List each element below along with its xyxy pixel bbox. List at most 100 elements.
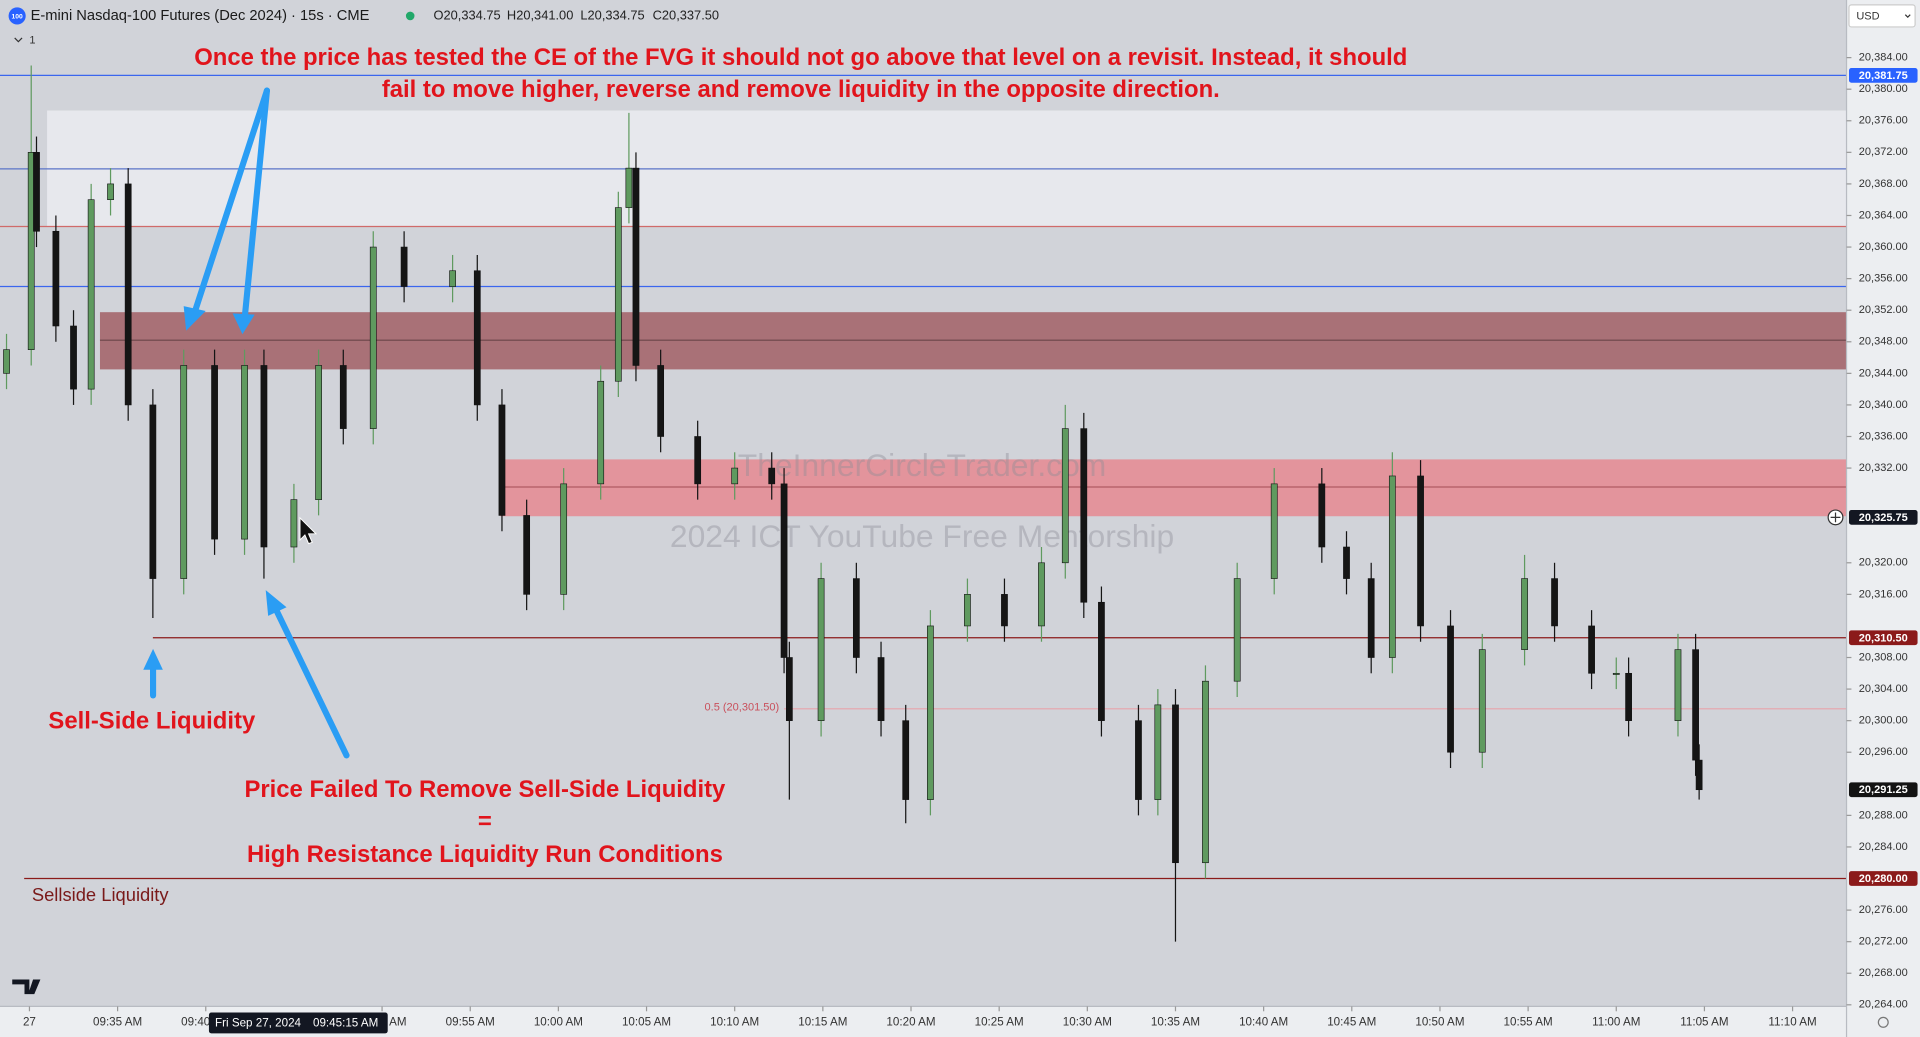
y-tick-label: 20,380.00: [1859, 83, 1908, 95]
candle-body: [694, 436, 702, 485]
candle-body: [902, 720, 910, 800]
fib-label: 0.5 (20,301.50): [705, 701, 780, 713]
y-tick-label: 20,272.00: [1859, 936, 1908, 948]
candle-body: [369, 246, 377, 429]
candle-body: [632, 167, 640, 366]
candle-body: [498, 404, 506, 516]
price-label: 20,280.00: [1859, 873, 1908, 885]
candle-body: [1080, 428, 1088, 603]
symbol-title[interactable]: E-mini Nasdaq-100 Futures (Dec 2024) · 1…: [31, 8, 370, 24]
y-tick-label: 20,284.00: [1859, 841, 1908, 853]
candle-body: [1061, 428, 1069, 564]
candle-body: [657, 365, 665, 437]
x-tick-label: 11:00 AM: [1592, 1015, 1640, 1028]
ohlc-open: O20,334.75: [433, 7, 500, 22]
y-tick-label: 20,356.00: [1859, 273, 1908, 285]
ohlc-high: H20,341.00: [507, 7, 573, 22]
x-tick-label: 10:15 AM: [798, 1015, 847, 1028]
candle-body: [33, 152, 40, 232]
ohlc-low: L20,334.75: [580, 7, 644, 22]
candle-body: [1417, 475, 1424, 627]
candle-body: [731, 467, 739, 485]
arrows: [143, 87, 350, 759]
y-tick-label: 20,296.00: [1859, 746, 1908, 758]
candle-body: [260, 365, 268, 548]
candle-body: [614, 207, 622, 382]
currency-select[interactable]: [1848, 4, 1916, 28]
candle-body: [315, 365, 322, 500]
ohlc-close: C20,337.50: [653, 7, 719, 22]
x-tick-label: 10:20 AM: [886, 1015, 935, 1028]
candle-body: [1388, 475, 1396, 658]
x-tick-label: 10:50 AM: [1415, 1015, 1464, 1028]
annotation: Once the price has tested the CE of the …: [194, 44, 1407, 71]
price-label: 20,310.50: [1859, 632, 1908, 644]
price-label: 20,291.25: [1859, 784, 1908, 796]
y-tick-label: 20,372.00: [1859, 146, 1908, 158]
collapse-chevron[interactable]: [14, 37, 23, 43]
candle-body: [1367, 578, 1375, 658]
price-label: 20,381.75: [1859, 70, 1908, 82]
annotation: Price Failed To Remove Sell-Side Liquidi…: [244, 776, 726, 803]
candle-body: [768, 467, 776, 485]
candle-body: [400, 246, 408, 287]
annotation: Sell-Side Liquidity: [48, 708, 256, 735]
x-tick-label: 11:05 AM: [1680, 1015, 1728, 1028]
candle-body: [785, 657, 793, 721]
currency-chevron: [1904, 14, 1911, 19]
candle-body: [1318, 483, 1326, 548]
currency[interactable]: USD: [1856, 10, 1879, 22]
candle-body: [211, 365, 218, 540]
y-tick-label: 20,364.00: [1859, 209, 1908, 221]
settings-icon[interactable]: [1877, 1016, 1889, 1028]
y-tick-label: 20,268.00: [1859, 967, 1908, 979]
x-tick-label: 10:25 AM: [975, 1015, 1024, 1028]
candle-body: [964, 594, 971, 627]
price-label-box: [1848, 782, 1918, 798]
y-tick-label: 20,384.00: [1859, 52, 1908, 64]
y-tick-label: 20,344.00: [1859, 367, 1908, 379]
candle-body: [27, 152, 35, 350]
x-tick-label: 10:35 AM: [1151, 1015, 1200, 1028]
candle-body: [180, 365, 188, 579]
candle-body: [1172, 704, 1179, 864]
x-tick-label: 11:10 AM: [1768, 1015, 1816, 1028]
interval-toggle[interactable]: 1: [29, 34, 35, 46]
x-tick-label: 09:35 AM: [93, 1015, 142, 1028]
x-tick-label: 10:30 AM: [1063, 1015, 1112, 1028]
y-tick-label: 20,320.00: [1859, 557, 1908, 569]
y-tick-label: 20,332.00: [1859, 462, 1908, 474]
y-tick-label: 20,348.00: [1859, 336, 1908, 348]
mouse-cursor: [299, 516, 318, 545]
y-tick-label: 20,264.00: [1859, 999, 1908, 1011]
level-label: Sellside Liquidity: [32, 884, 170, 905]
candle-body: [1692, 649, 1699, 761]
candle-body: [124, 183, 132, 406]
annotation: =: [478, 808, 492, 835]
y-tick-label: 20,360.00: [1859, 241, 1908, 253]
candle-body: [597, 380, 605, 485]
symbol-logo: [8, 7, 26, 25]
y-tick-label: 20,340.00: [1859, 399, 1908, 411]
status-dot: [405, 11, 415, 21]
candle-body: [523, 515, 531, 595]
candle-body: [852, 578, 860, 658]
candle-body: [52, 230, 60, 327]
y-tick-label: 20,368.00: [1859, 178, 1908, 190]
candle-body: [1233, 578, 1241, 682]
x-tick-label: 27: [23, 1015, 36, 1028]
candle-body: [107, 183, 114, 201]
x-tick-label: 10:40 AM: [1239, 1015, 1288, 1028]
crosshair-x-date: Fri Sep 27, 2024: [215, 1017, 301, 1030]
candle-body: [87, 199, 95, 390]
crosshair-plus: [1830, 512, 1841, 523]
candle-body: [560, 483, 568, 595]
x-tick-label: 10:45 AM: [1327, 1015, 1376, 1028]
x-tick-label: 10:00 AM: [534, 1015, 583, 1028]
watermark: TheInnerCircleTrader.com: [738, 447, 1107, 483]
candle-body: [1478, 649, 1486, 753]
crosshair-x-box: [208, 1012, 388, 1034]
candle-body: [1674, 649, 1682, 721]
x-tick-label: 10:05 AM: [622, 1015, 671, 1028]
candle-body: [149, 404, 157, 579]
